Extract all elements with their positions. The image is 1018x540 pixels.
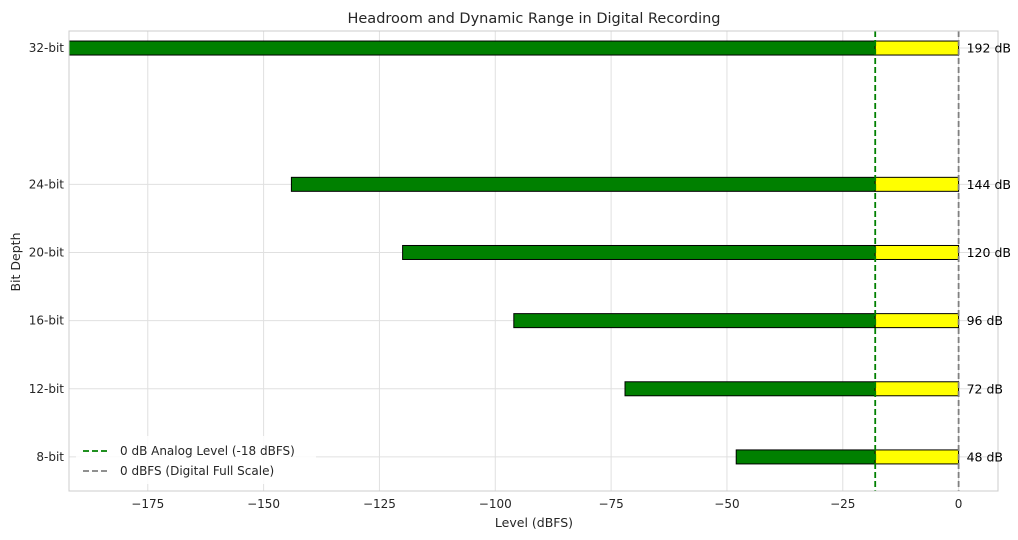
headroom-bar: [874, 176, 960, 192]
x-tick-label: −75: [598, 497, 623, 511]
chart-title: Headroom and Dynamic Range in Digital Re…: [347, 11, 720, 27]
y-tick-label: 24-bit: [29, 177, 65, 191]
x-axis-label: Level (dBFS): [495, 515, 573, 530]
x-tick-label: −50: [714, 497, 739, 511]
reference-lines: [874, 31, 960, 491]
dynamic-range-bar: [735, 449, 876, 465]
legend-box: [76, 436, 316, 484]
y-axis-label: Bit Depth: [8, 233, 23, 292]
grid: [69, 31, 998, 491]
x-axis-ticks: −175 −150 −125 −100 −75 −50 −25 0: [131, 497, 962, 511]
headroom-bar: [874, 449, 960, 465]
x-tick-label: −100: [479, 497, 512, 511]
x-tick-label: −25: [830, 497, 855, 511]
data-labels: 48 dB 72 dB 96 dB 120 dB 144 dB 192 dB: [967, 41, 1011, 465]
x-tick-label: −125: [363, 497, 396, 511]
legend-analog-label: 0 dB Analog Level (-18 dBFS): [120, 444, 295, 458]
y-tick-label: 16-bit: [29, 314, 65, 328]
y-tick-label: 8-bit: [36, 450, 64, 464]
y-tick-label: 12-bit: [29, 382, 65, 396]
dynamic-range-bar: [624, 381, 876, 397]
y-tick-label: 20-bit: [29, 245, 65, 259]
dynamic-range-bar: [68, 40, 876, 56]
headroom-bar: [874, 381, 960, 397]
x-tick-label: −150: [247, 497, 280, 511]
dynamic-range-bar: [513, 313, 876, 329]
y-tick-label: 32-bit: [29, 41, 65, 55]
x-tick-label: 0: [955, 497, 963, 511]
data-label: 72 dB: [967, 381, 1003, 396]
headroom-bar: [874, 244, 960, 260]
data-label: 120 dB: [967, 245, 1011, 260]
x-tick-label: −175: [131, 497, 164, 511]
legend-fullscale-label: 0 dBFS (Digital Full Scale): [120, 464, 274, 478]
data-label: 48 dB: [967, 449, 1003, 464]
headroom-bar: [874, 313, 960, 329]
bars: [68, 40, 960, 465]
data-label: 192 dB: [967, 41, 1011, 56]
headroom-bar: [874, 40, 960, 56]
legend: 0 dB Analog Level (-18 dBFS) 0 dBFS (Dig…: [76, 436, 316, 484]
data-label: 96 dB: [967, 313, 1003, 328]
data-label: 144 dB: [967, 177, 1011, 192]
plot-frame: [68, 30, 999, 492]
y-axis-ticks: 8-bit 12-bit 16-bit 20-bit 24-bit 32-bit: [29, 41, 65, 464]
dynamic-range-bar: [290, 176, 876, 192]
dynamic-range-bar: [402, 244, 876, 260]
